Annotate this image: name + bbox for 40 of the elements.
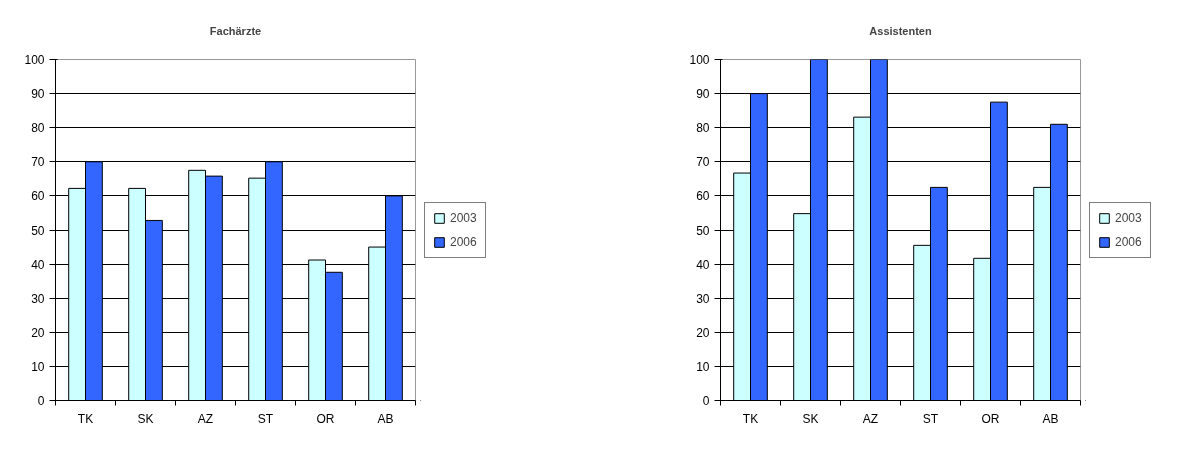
y-tick-label: 100 [24, 53, 45, 67]
y-tick-label: 10 [31, 359, 45, 374]
y-tick-label: 100 [689, 53, 710, 67]
legend-label: 2006 [1115, 234, 1142, 249]
y-tick-label: 80 [31, 121, 45, 136]
chart-title: Assistenten [869, 25, 932, 37]
y-tick-label: 30 [696, 291, 710, 306]
x-tick-label: TK [77, 411, 94, 426]
y-tick-label: 70 [696, 155, 710, 170]
y-tick-label: 80 [696, 121, 710, 136]
x-tick-label: AZ [862, 411, 879, 426]
x-tick-label: OR [316, 411, 335, 426]
x-tick-label: ST [922, 411, 939, 426]
legend-label: 2003 [1115, 210, 1142, 225]
y-tick-label: 10 [696, 359, 710, 374]
y-tick-label: 0 [37, 394, 45, 408]
y-tick-label: 30 [31, 291, 45, 306]
y-tick-label: 90 [31, 87, 45, 102]
y-tick-label: 40 [31, 257, 45, 272]
y-tick-label: 20 [31, 325, 45, 340]
legend-label: 2003 [450, 210, 477, 225]
y-tick-label: 60 [31, 189, 45, 204]
x-tick-label: SK [137, 411, 154, 426]
y-tick-label: 50 [31, 223, 45, 238]
y-tick-label: 40 [696, 257, 710, 272]
chart-title: Fachärzte [209, 25, 262, 37]
x-tick-label: OR [981, 411, 1000, 426]
y-tick-label: 20 [696, 325, 710, 340]
legend-label: 2006 [450, 234, 477, 249]
x-tick-label: AB [1042, 411, 1059, 426]
x-tick-label: TK [742, 411, 759, 426]
y-tick-label: 50 [696, 223, 710, 238]
y-tick-label: 70 [31, 155, 45, 170]
y-tick-label: 90 [696, 87, 710, 102]
x-tick-label: AB [377, 411, 394, 426]
x-tick-label: SK [802, 411, 819, 426]
x-tick-label: AZ [197, 411, 214, 426]
y-tick-label: 60 [696, 189, 710, 204]
y-tick-label: 0 [702, 394, 710, 408]
x-tick-label: ST [257, 411, 274, 426]
